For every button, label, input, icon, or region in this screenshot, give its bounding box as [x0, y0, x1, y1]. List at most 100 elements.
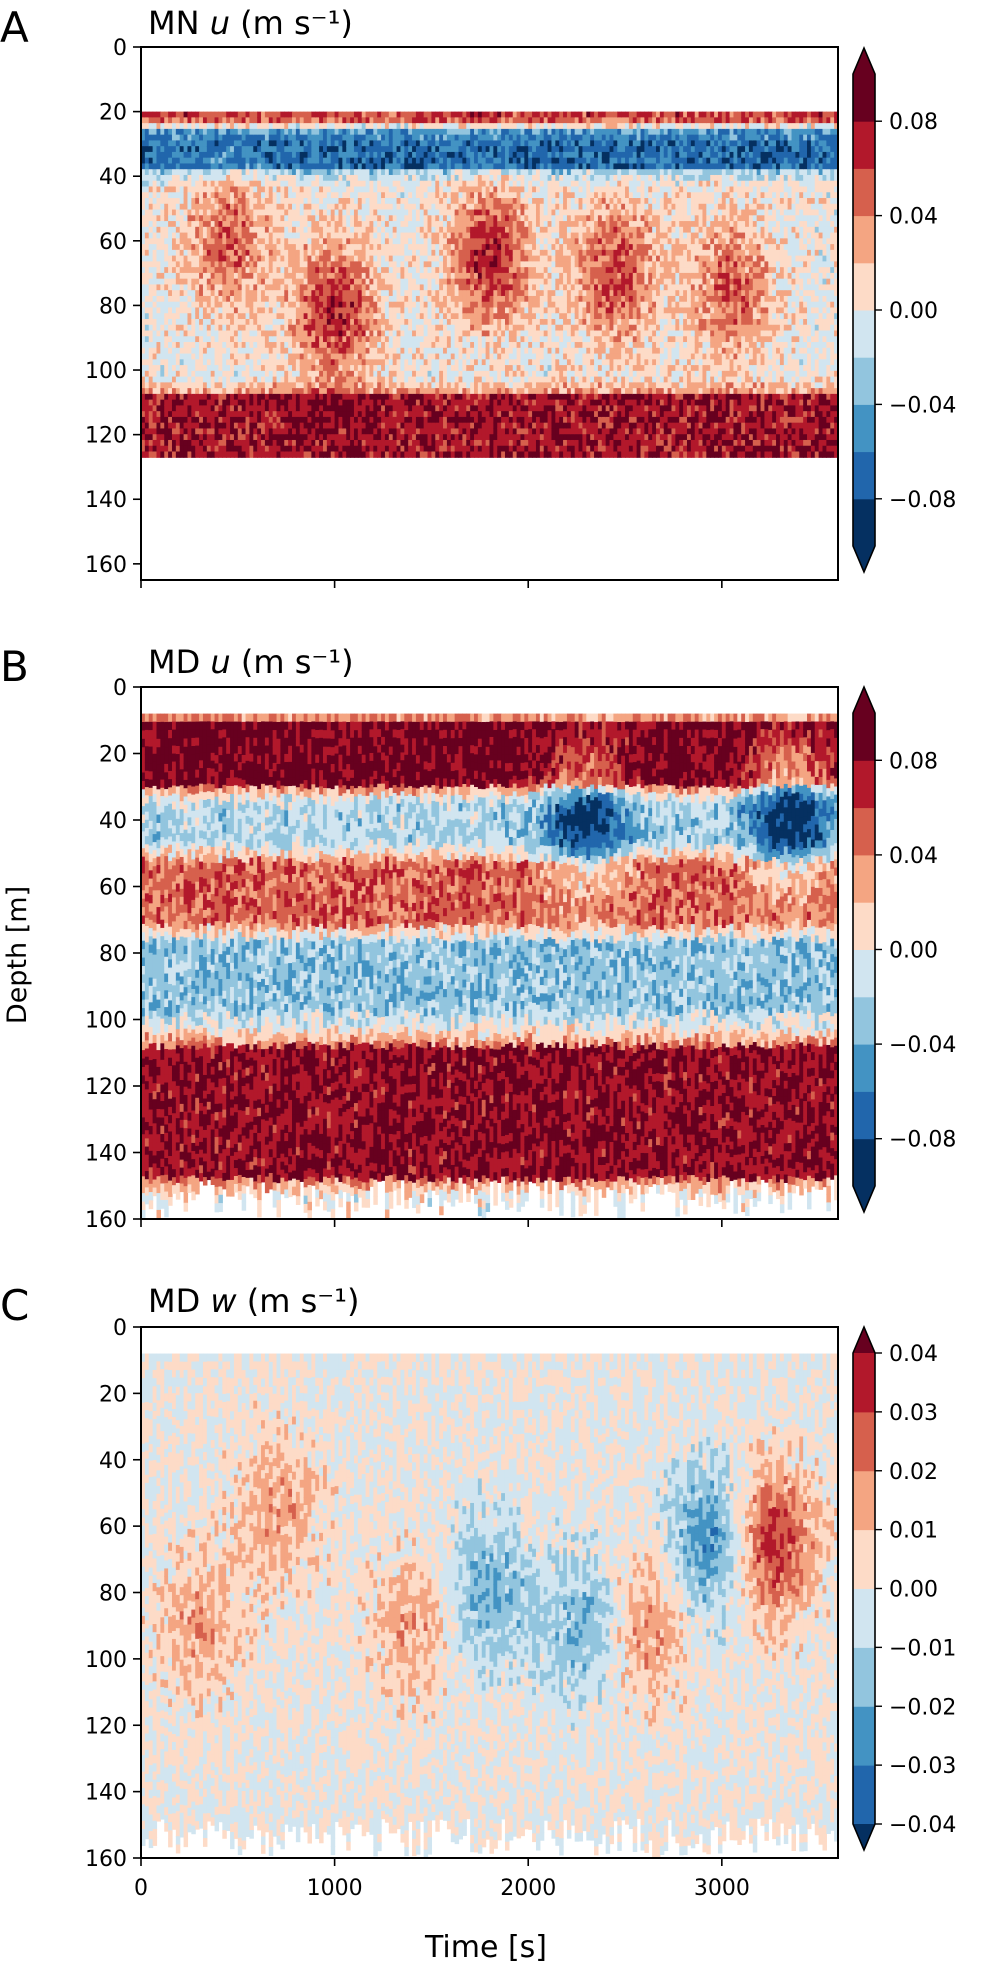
- heatmap-cell: [322, 163, 328, 170]
- heatmap-cell: [261, 376, 266, 383]
- heatmap-cell: [342, 232, 347, 239]
- heatmap-cell: [299, 128, 305, 136]
- heatmap-cell: [415, 226, 421, 234]
- heatmap-cell: [334, 151, 340, 159]
- heatmap-cell: [415, 399, 421, 406]
- heatmap-cell: [257, 399, 262, 406]
- heatmap-cell: [206, 146, 212, 153]
- heatmap-cell: [443, 307, 448, 314]
- heatmap-cell: [462, 163, 467, 170]
- heatmap-cell: [454, 347, 460, 355]
- heatmap-cell: [284, 393, 289, 401]
- heatmap-cell: [427, 192, 433, 199]
- heatmap-cell: [257, 353, 262, 360]
- heatmap-cell: [179, 445, 185, 453]
- heatmap-cell: [353, 272, 359, 280]
- heatmap-cell: [245, 307, 251, 314]
- heatmap-cell: [160, 330, 165, 337]
- heatmap-cell: [168, 267, 173, 274]
- heatmap-cell: [191, 342, 196, 349]
- heatmap-cell: [206, 157, 212, 165]
- heatmap-cell: [400, 192, 405, 199]
- heatmap-cell: [218, 307, 223, 314]
- heatmap-cell: [353, 313, 359, 320]
- heatmap-cell: [164, 445, 169, 453]
- heatmap-cell: [307, 111, 312, 118]
- heatmap-cell: [237, 123, 243, 130]
- heatmap-cell: [361, 163, 367, 170]
- heatmap-cell: [373, 203, 378, 211]
- heatmap-cell: [191, 140, 196, 147]
- heatmap-cell: [195, 186, 200, 193]
- heatmap-cell: [381, 157, 386, 165]
- heatmap-cell: [334, 255, 340, 262]
- heatmap-cell: [179, 284, 185, 291]
- heatmap-cell: [369, 295, 374, 303]
- heatmap-cell: [384, 209, 390, 216]
- heatmap-cell: [272, 111, 278, 118]
- heatmap-cell: [400, 232, 405, 239]
- heatmap-cell: [330, 405, 336, 412]
- heatmap-cell: [400, 347, 405, 355]
- heatmap-cell: [326, 261, 332, 268]
- heatmap-cell: [202, 163, 208, 170]
- heatmap-cell: [427, 451, 433, 458]
- heatmap-cell: [303, 267, 309, 274]
- heatmap-cell: [439, 238, 444, 245]
- heatmap-cell: [384, 301, 390, 309]
- heatmap-cell: [284, 157, 289, 165]
- heatmap-cell: [214, 399, 220, 406]
- heatmap-cell: [261, 411, 266, 418]
- heatmap-cell: [210, 123, 216, 130]
- heatmap-cell: [450, 186, 456, 193]
- heatmap-cell: [377, 238, 382, 245]
- heatmap-cell: [369, 365, 374, 372]
- heatmap-cell: [346, 134, 351, 142]
- heatmap-cell: [195, 411, 200, 418]
- heatmap-cell: [377, 393, 382, 401]
- heatmap-cell: [404, 238, 409, 245]
- heatmap-cell: [315, 203, 320, 211]
- heatmap-cell: [311, 290, 316, 297]
- heatmap-cell: [292, 169, 297, 176]
- heatmap-cell: [299, 272, 305, 280]
- heatmap-cell: [195, 330, 200, 337]
- heatmap-cell: [152, 267, 158, 274]
- heatmap-cell: [141, 382, 146, 389]
- heatmap-cell: [435, 336, 440, 343]
- heatmap-cell: [361, 169, 367, 176]
- heatmap-cell: [295, 399, 301, 406]
- heatmap-cell: [435, 295, 440, 303]
- heatmap-cell: [292, 284, 297, 291]
- heatmap-cell: [311, 370, 316, 378]
- heatmap-cell: [377, 422, 382, 430]
- heatmap-cell: [233, 221, 239, 228]
- heatmap-cell: [292, 428, 297, 435]
- heatmap-cell: [210, 382, 216, 389]
- heatmap-cell: [404, 347, 409, 355]
- heatmap-cell: [303, 134, 309, 142]
- heatmap-cell: [261, 174, 266, 182]
- heatmap-cell: [384, 146, 390, 153]
- heatmap-cell: [160, 238, 165, 245]
- heatmap-cell: [423, 445, 429, 453]
- heatmap-cell: [373, 336, 378, 343]
- heatmap-cell: [183, 290, 189, 297]
- heatmap-cell: [307, 267, 312, 274]
- heatmap-cell: [152, 163, 158, 170]
- heatmap-cell: [342, 221, 347, 228]
- heatmap-cell: [419, 284, 425, 291]
- heatmap-cell: [322, 295, 328, 303]
- heatmap-cell: [443, 174, 448, 182]
- heatmap-cell: [353, 169, 359, 176]
- heatmap-cell: [446, 157, 452, 165]
- heatmap-cell: [299, 382, 305, 389]
- heatmap-cell: [435, 261, 440, 268]
- heatmap-cell: [423, 163, 429, 170]
- heatmap-cell: [299, 434, 305, 441]
- heatmap-cell: [439, 140, 444, 147]
- heatmap-cell: [342, 117, 347, 124]
- heatmap-cell: [462, 140, 467, 147]
- heatmap-cell: [392, 284, 398, 291]
- heatmap-cell: [435, 416, 440, 424]
